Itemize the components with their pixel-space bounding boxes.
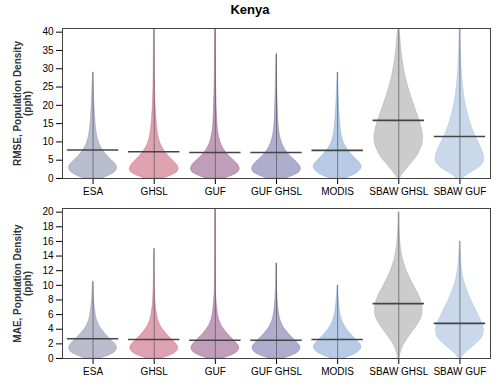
svg-text:GUF: GUF <box>205 186 226 197</box>
svg-text:SBAW GHSL: SBAW GHSL <box>369 366 429 377</box>
svg-text:8: 8 <box>48 294 54 305</box>
svg-text:ESA: ESA <box>83 186 103 197</box>
svg-text:18: 18 <box>42 221 54 232</box>
svg-text:GHSL: GHSL <box>141 186 169 197</box>
svg-text:6: 6 <box>48 309 54 320</box>
svg-text:12: 12 <box>42 265 54 276</box>
svg-text:15: 15 <box>42 118 54 129</box>
svg-text:GUF: GUF <box>205 366 226 377</box>
svg-text:SBAW GHSL: SBAW GHSL <box>369 186 429 197</box>
svg-text:0: 0 <box>48 173 54 184</box>
svg-text:MODIS: MODIS <box>321 186 354 197</box>
svg-text:ESA: ESA <box>83 366 103 377</box>
svg-text:5: 5 <box>48 154 54 165</box>
svg-text:SBAW GUF: SBAW GUF <box>433 186 486 197</box>
svg-text:MAE, Population Density(pph): MAE, Population Density(pph) <box>12 224 33 343</box>
svg-text:25: 25 <box>42 81 54 92</box>
svg-text:35: 35 <box>42 45 54 56</box>
svg-text:GHSL: GHSL <box>141 366 169 377</box>
svg-text:10: 10 <box>42 280 54 291</box>
html-text:Kenya: Kenya <box>230 2 270 17</box>
svg-text:10: 10 <box>42 136 54 147</box>
svg-text:SBAW GUF: SBAW GUF <box>433 366 486 377</box>
svg-text:0: 0 <box>48 353 54 364</box>
svg-text:14: 14 <box>42 250 54 261</box>
svg-text:GUF GHSL: GUF GHSL <box>251 366 303 377</box>
svg-text:20: 20 <box>42 100 54 111</box>
svg-text:2: 2 <box>48 338 54 349</box>
svg-text:GUF GHSL: GUF GHSL <box>251 186 303 197</box>
svg-text:MODIS: MODIS <box>321 366 354 377</box>
svg-text:16: 16 <box>42 236 54 247</box>
svg-text:20: 20 <box>42 206 54 217</box>
svg-text:4: 4 <box>48 323 54 334</box>
svg-text:40: 40 <box>42 26 54 37</box>
svg-text:RMSE, Population Density(pph): RMSE, Population Density(pph) <box>12 41 33 166</box>
svg-text:30: 30 <box>42 63 54 74</box>
